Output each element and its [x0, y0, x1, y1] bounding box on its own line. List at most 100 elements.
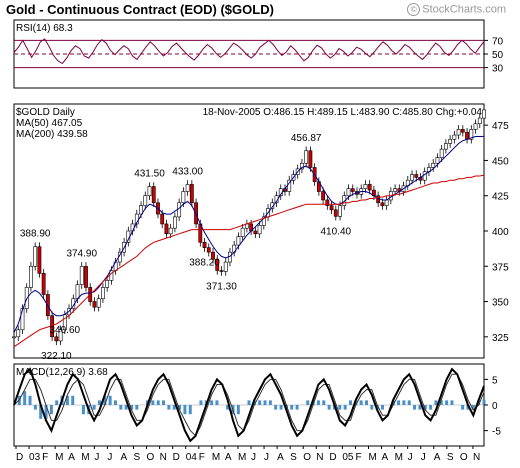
macd-histogram-bar [290, 405, 294, 410]
candle [54, 336, 59, 342]
candle [151, 186, 156, 204]
x-tick-label: 04 [186, 452, 198, 463]
macd-histogram-bar [359, 400, 363, 405]
macd-label: MACD(12,26,9) 3.68 [16, 367, 108, 378]
candle [456, 129, 461, 136]
candle [253, 230, 258, 235]
macd-histogram-bar [418, 405, 422, 410]
candle [236, 236, 241, 246]
x-tick-label: J [94, 452, 99, 463]
candle [240, 227, 245, 237]
macd-histogram-bar [65, 395, 69, 405]
price-annotation: 388.90 [20, 229, 51, 240]
candle [257, 225, 262, 235]
x-tick-label: A [68, 452, 75, 463]
macd-histogram-bar [39, 405, 43, 419]
macd-histogram-bar [434, 400, 438, 405]
x-tick-label: M [238, 452, 246, 463]
candle [147, 186, 152, 197]
candle [139, 205, 143, 215]
x-tick-label: A [277, 452, 284, 463]
candle [477, 117, 482, 125]
price-panel: 388.90 322.10 374.90 340.60 431.50 433.00 388.… [12, 103, 509, 362]
candle [168, 227, 173, 235]
macd-histogram-bar [423, 405, 427, 410]
rsi-panel: RSI(14) 68.3 30 50 70 [13, 19, 504, 89]
price-annotation: 433.00 [172, 166, 203, 177]
price-annotation: 371.30 [206, 281, 237, 292]
x-axis: D 03 F M A M J J A S O N D 04 F M A M J J A S O N D 05 F M A M J J A S O N [15, 446, 480, 463]
y-tick-label: 30 [492, 64, 504, 75]
macd-histogram-bar [445, 400, 449, 405]
candle [473, 123, 478, 130]
y-tick-label: 475 [492, 121, 509, 132]
macd-histogram-bar [71, 395, 75, 405]
chart-title: Gold - Continuous Contract (EOD) ($GOLD) [6, 2, 274, 17]
candle [164, 223, 169, 235]
x-tick-label: F [42, 452, 48, 463]
macd-histogram-bar [33, 405, 37, 410]
candle [342, 195, 347, 206]
candle [431, 162, 436, 168]
candle [219, 270, 224, 272]
macd-histogram-bar [268, 400, 272, 405]
macd-histogram-bar [274, 405, 278, 410]
candle [160, 213, 165, 225]
ma-line-ma200 [13, 174, 485, 348]
candle [215, 258, 220, 271]
x-tick-label: 03 [29, 452, 41, 463]
candle [33, 246, 38, 267]
y-tick-label: -5 [492, 427, 501, 438]
macd-histogram-bar [97, 400, 101, 405]
candle [333, 209, 338, 217]
macd-histogram-bar [188, 405, 192, 415]
candle [350, 188, 355, 192]
candle [173, 216, 177, 229]
macd-histogram-bar [130, 405, 133, 410]
x-tick-label: S [134, 452, 141, 463]
macd-histogram-bar [338, 405, 342, 410]
price-label: $GOLD Daily [16, 107, 75, 118]
x-tick-label: J [251, 452, 256, 463]
x-tick-label: M [395, 452, 403, 463]
macd-histogram-bar [263, 400, 267, 405]
x-tick-label: F [199, 452, 205, 463]
candle [367, 184, 372, 191]
candle [16, 329, 21, 338]
rsi-label: RSI(14) 68.3 [16, 23, 73, 34]
candle [410, 174, 414, 181]
candle [92, 301, 97, 308]
candle [363, 184, 368, 189]
macd-histogram-bar [178, 405, 182, 410]
candle [206, 247, 211, 253]
candle [105, 280, 110, 288]
x-tick-label: N [316, 452, 323, 463]
candle [12, 336, 16, 339]
macd-histogram-bar [167, 405, 171, 410]
candle [84, 266, 88, 288]
x-tick-label: O [460, 452, 468, 463]
candle [325, 199, 330, 206]
price-annotation: 340.60 [50, 325, 81, 336]
macd-histogram-bar [343, 405, 347, 410]
x-tick-label: J [421, 452, 426, 463]
candle [469, 129, 474, 140]
macd-histogram-bar [92, 405, 96, 410]
candle [41, 273, 46, 295]
macd-histogram-bar [162, 400, 166, 405]
candle [346, 188, 351, 197]
candle [443, 143, 448, 150]
macd-histogram-bar [397, 400, 401, 405]
price-annotation: 322.10 [41, 351, 72, 362]
macd-histogram-bar [327, 405, 331, 410]
x-tick-label: S [447, 452, 454, 463]
macd-histogram-bar [183, 405, 187, 415]
rsi-line [13, 38, 485, 65]
y-tick-label: 425 [492, 192, 509, 203]
y-tick-label: 50 [492, 50, 504, 61]
candle [223, 261, 228, 272]
candle [20, 308, 25, 331]
price-annotation: 374.90 [66, 248, 97, 259]
x-tick-label: S [290, 452, 297, 463]
macd-histogram-bar [210, 400, 214, 405]
